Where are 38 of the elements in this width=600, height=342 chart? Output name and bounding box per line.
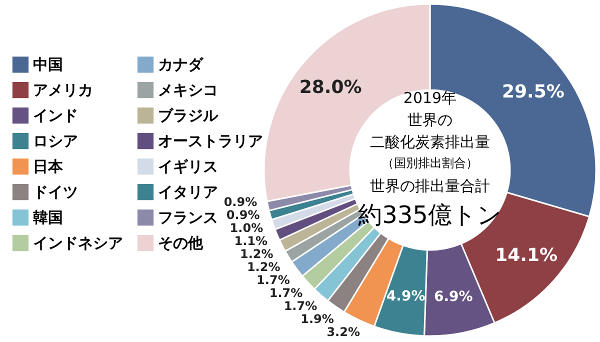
data-label: 4.9% (386, 288, 426, 305)
data-label: 1.9% (300, 312, 334, 326)
legend-label: ブラジル (158, 106, 219, 124)
legend-label: インドネシア (33, 234, 123, 252)
legend-label: カナダ (158, 56, 204, 74)
text: 二酸化炭素排出量 (370, 133, 490, 151)
legend-label: 韓国 (33, 208, 63, 226)
data-label: 1.1% (234, 234, 268, 248)
data-label: 1.2% (246, 260, 280, 274)
legend-label: イギリス (158, 158, 218, 176)
legend-label: その他 (158, 234, 204, 252)
data-label: 0.9% (224, 195, 258, 209)
data-label: 0.9% (226, 208, 260, 222)
data-label: 6.9% (434, 288, 473, 305)
legend-label: メキシコ (158, 81, 218, 99)
legend-label: オーストラリア (158, 132, 263, 150)
data-label: 1.7% (269, 286, 303, 300)
data-label: 3.2% (326, 325, 360, 339)
text: 約335億トン (358, 201, 502, 229)
legend-label: フランス (158, 208, 218, 226)
text: 2019年 (403, 89, 457, 107)
legend-label: ドイツ (33, 183, 78, 201)
data-label: 28.0% (299, 76, 362, 98)
legend-label: インド (33, 106, 78, 124)
legend-label: 中国 (33, 56, 63, 74)
text: 世界の (408, 111, 452, 129)
text: 世界の排出量合計 (370, 177, 490, 195)
data-label: 1.7% (284, 299, 318, 313)
data-label: 14.1% (495, 244, 558, 266)
legend-label: 日本 (33, 158, 64, 176)
text: （国別排出割合） (382, 156, 478, 170)
legend-label: ロシア (33, 132, 78, 150)
legend-label: イタリア (158, 183, 218, 201)
data-label: 1.0% (230, 221, 264, 235)
data-label: 29.5% (502, 82, 564, 103)
data-label: 1.7% (256, 273, 290, 287)
legend-label: アメリカ (33, 81, 93, 99)
data-label: 1.2% (240, 247, 274, 261)
